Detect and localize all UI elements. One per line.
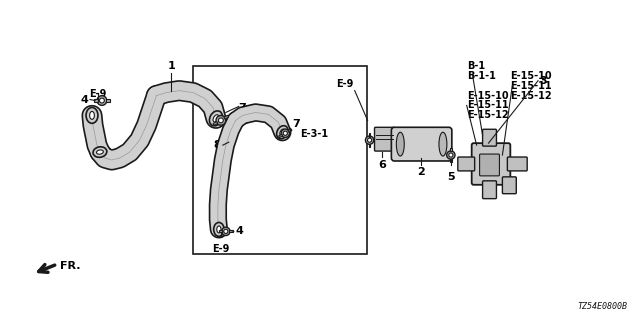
FancyBboxPatch shape <box>374 127 394 151</box>
Text: E-9: E-9 <box>212 244 230 254</box>
Bar <box>369 144 371 147</box>
Text: E-15-12: E-15-12 <box>467 110 508 120</box>
Ellipse shape <box>280 129 285 135</box>
Circle shape <box>99 98 104 103</box>
Text: 5: 5 <box>447 172 454 182</box>
Bar <box>278 134 283 138</box>
FancyBboxPatch shape <box>483 181 497 199</box>
Text: E-15-11: E-15-11 <box>467 100 508 110</box>
Bar <box>288 129 292 132</box>
Ellipse shape <box>90 111 94 119</box>
Ellipse shape <box>97 150 104 154</box>
Ellipse shape <box>439 132 447 156</box>
FancyBboxPatch shape <box>392 127 452 161</box>
Circle shape <box>97 96 107 105</box>
Circle shape <box>281 129 289 137</box>
FancyBboxPatch shape <box>508 157 527 171</box>
Text: B-1-1: B-1-1 <box>467 71 495 81</box>
Text: E-9: E-9 <box>89 89 107 99</box>
Text: B-1: B-1 <box>467 61 485 71</box>
FancyBboxPatch shape <box>483 129 497 146</box>
Bar <box>193 66 367 254</box>
Text: 6: 6 <box>378 160 387 170</box>
FancyBboxPatch shape <box>458 157 475 171</box>
FancyBboxPatch shape <box>472 143 510 185</box>
Ellipse shape <box>93 147 107 157</box>
Text: TZ54E0800B: TZ54E0800B <box>577 302 627 311</box>
Bar <box>224 115 228 119</box>
Text: 7: 7 <box>239 103 246 114</box>
Text: 7: 7 <box>292 119 300 129</box>
Text: 4: 4 <box>80 94 88 105</box>
Text: 1: 1 <box>168 61 175 71</box>
Text: 2: 2 <box>417 167 425 177</box>
Bar <box>213 122 218 125</box>
Bar <box>106 100 110 101</box>
Ellipse shape <box>217 226 221 233</box>
Ellipse shape <box>214 222 224 236</box>
Circle shape <box>218 118 223 123</box>
Ellipse shape <box>276 126 288 139</box>
Text: E-3: E-3 <box>239 111 256 121</box>
Bar <box>93 100 98 101</box>
Circle shape <box>449 153 453 157</box>
Ellipse shape <box>86 108 98 123</box>
Bar <box>369 133 371 137</box>
Ellipse shape <box>209 111 223 126</box>
Text: E-15-10: E-15-10 <box>467 91 508 100</box>
Ellipse shape <box>396 132 404 156</box>
Circle shape <box>216 116 226 125</box>
Bar <box>450 159 452 162</box>
Circle shape <box>367 138 372 142</box>
Circle shape <box>224 229 228 234</box>
Circle shape <box>365 136 374 144</box>
Circle shape <box>447 151 455 159</box>
Bar <box>219 230 222 232</box>
Text: 8: 8 <box>213 140 221 150</box>
Bar <box>229 230 233 232</box>
Circle shape <box>284 131 287 135</box>
Text: FR.: FR. <box>60 261 81 271</box>
Text: 3: 3 <box>539 76 547 86</box>
Text: E-15-10: E-15-10 <box>510 71 552 81</box>
Text: E-15-12: E-15-12 <box>510 91 552 100</box>
Bar <box>450 148 452 151</box>
Text: 4: 4 <box>236 226 244 236</box>
FancyBboxPatch shape <box>502 177 516 194</box>
Circle shape <box>221 227 230 236</box>
FancyBboxPatch shape <box>479 154 499 176</box>
Text: E-9: E-9 <box>336 79 353 89</box>
Text: E-15-11: E-15-11 <box>510 81 552 91</box>
Ellipse shape <box>213 115 219 122</box>
Text: E-3-1: E-3-1 <box>300 129 328 139</box>
